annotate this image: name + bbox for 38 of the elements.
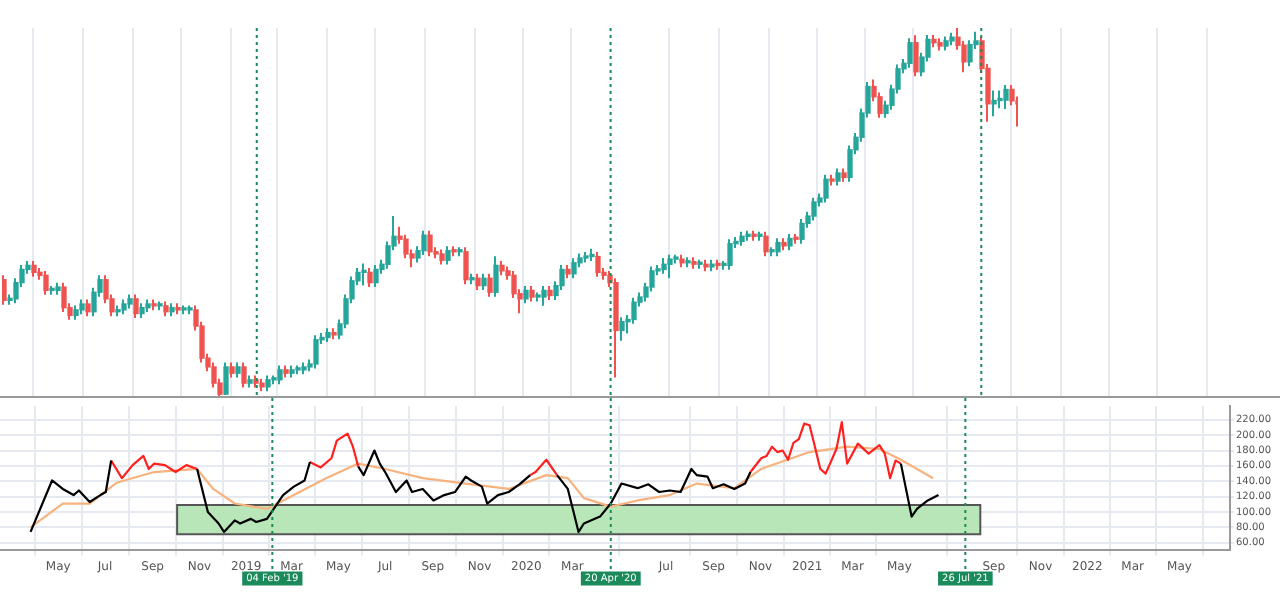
candlestick [373, 263, 379, 289]
candlestick [619, 316, 625, 342]
candlestick [445, 245, 451, 266]
candlestick [991, 89, 997, 118]
candlestick [421, 229, 427, 257]
candlestick [43, 269, 49, 296]
candlestick [313, 334, 319, 370]
candlestick [799, 217, 805, 245]
candlestick [559, 263, 565, 292]
candlestick [913, 34, 919, 78]
candlestick [667, 253, 673, 280]
candlestick [367, 266, 373, 289]
candlestick [763, 230, 769, 258]
candlestick [211, 361, 217, 389]
candlestick [727, 238, 733, 271]
candlestick [427, 229, 433, 258]
candlestick [541, 284, 547, 307]
candlestick [403, 233, 409, 260]
candlestick [967, 39, 973, 68]
candlestick [595, 251, 601, 278]
candlestick [61, 281, 67, 314]
candlestick [775, 237, 781, 258]
candlestick [649, 265, 655, 293]
candlestick [223, 361, 229, 396]
candlestick [487, 272, 493, 298]
candlestick [2, 274, 7, 306]
candlestick [571, 257, 577, 280]
candlestick [361, 262, 367, 287]
candlestick [823, 173, 829, 204]
candlestick [493, 255, 499, 298]
candlestick [631, 296, 637, 325]
candlestick [277, 364, 283, 386]
candlestick [241, 361, 247, 389]
candlestick [907, 37, 913, 69]
candlestick [133, 293, 139, 319]
candlestick [811, 196, 817, 222]
candlestick [1003, 84, 1009, 110]
candlestick [463, 246, 469, 286]
